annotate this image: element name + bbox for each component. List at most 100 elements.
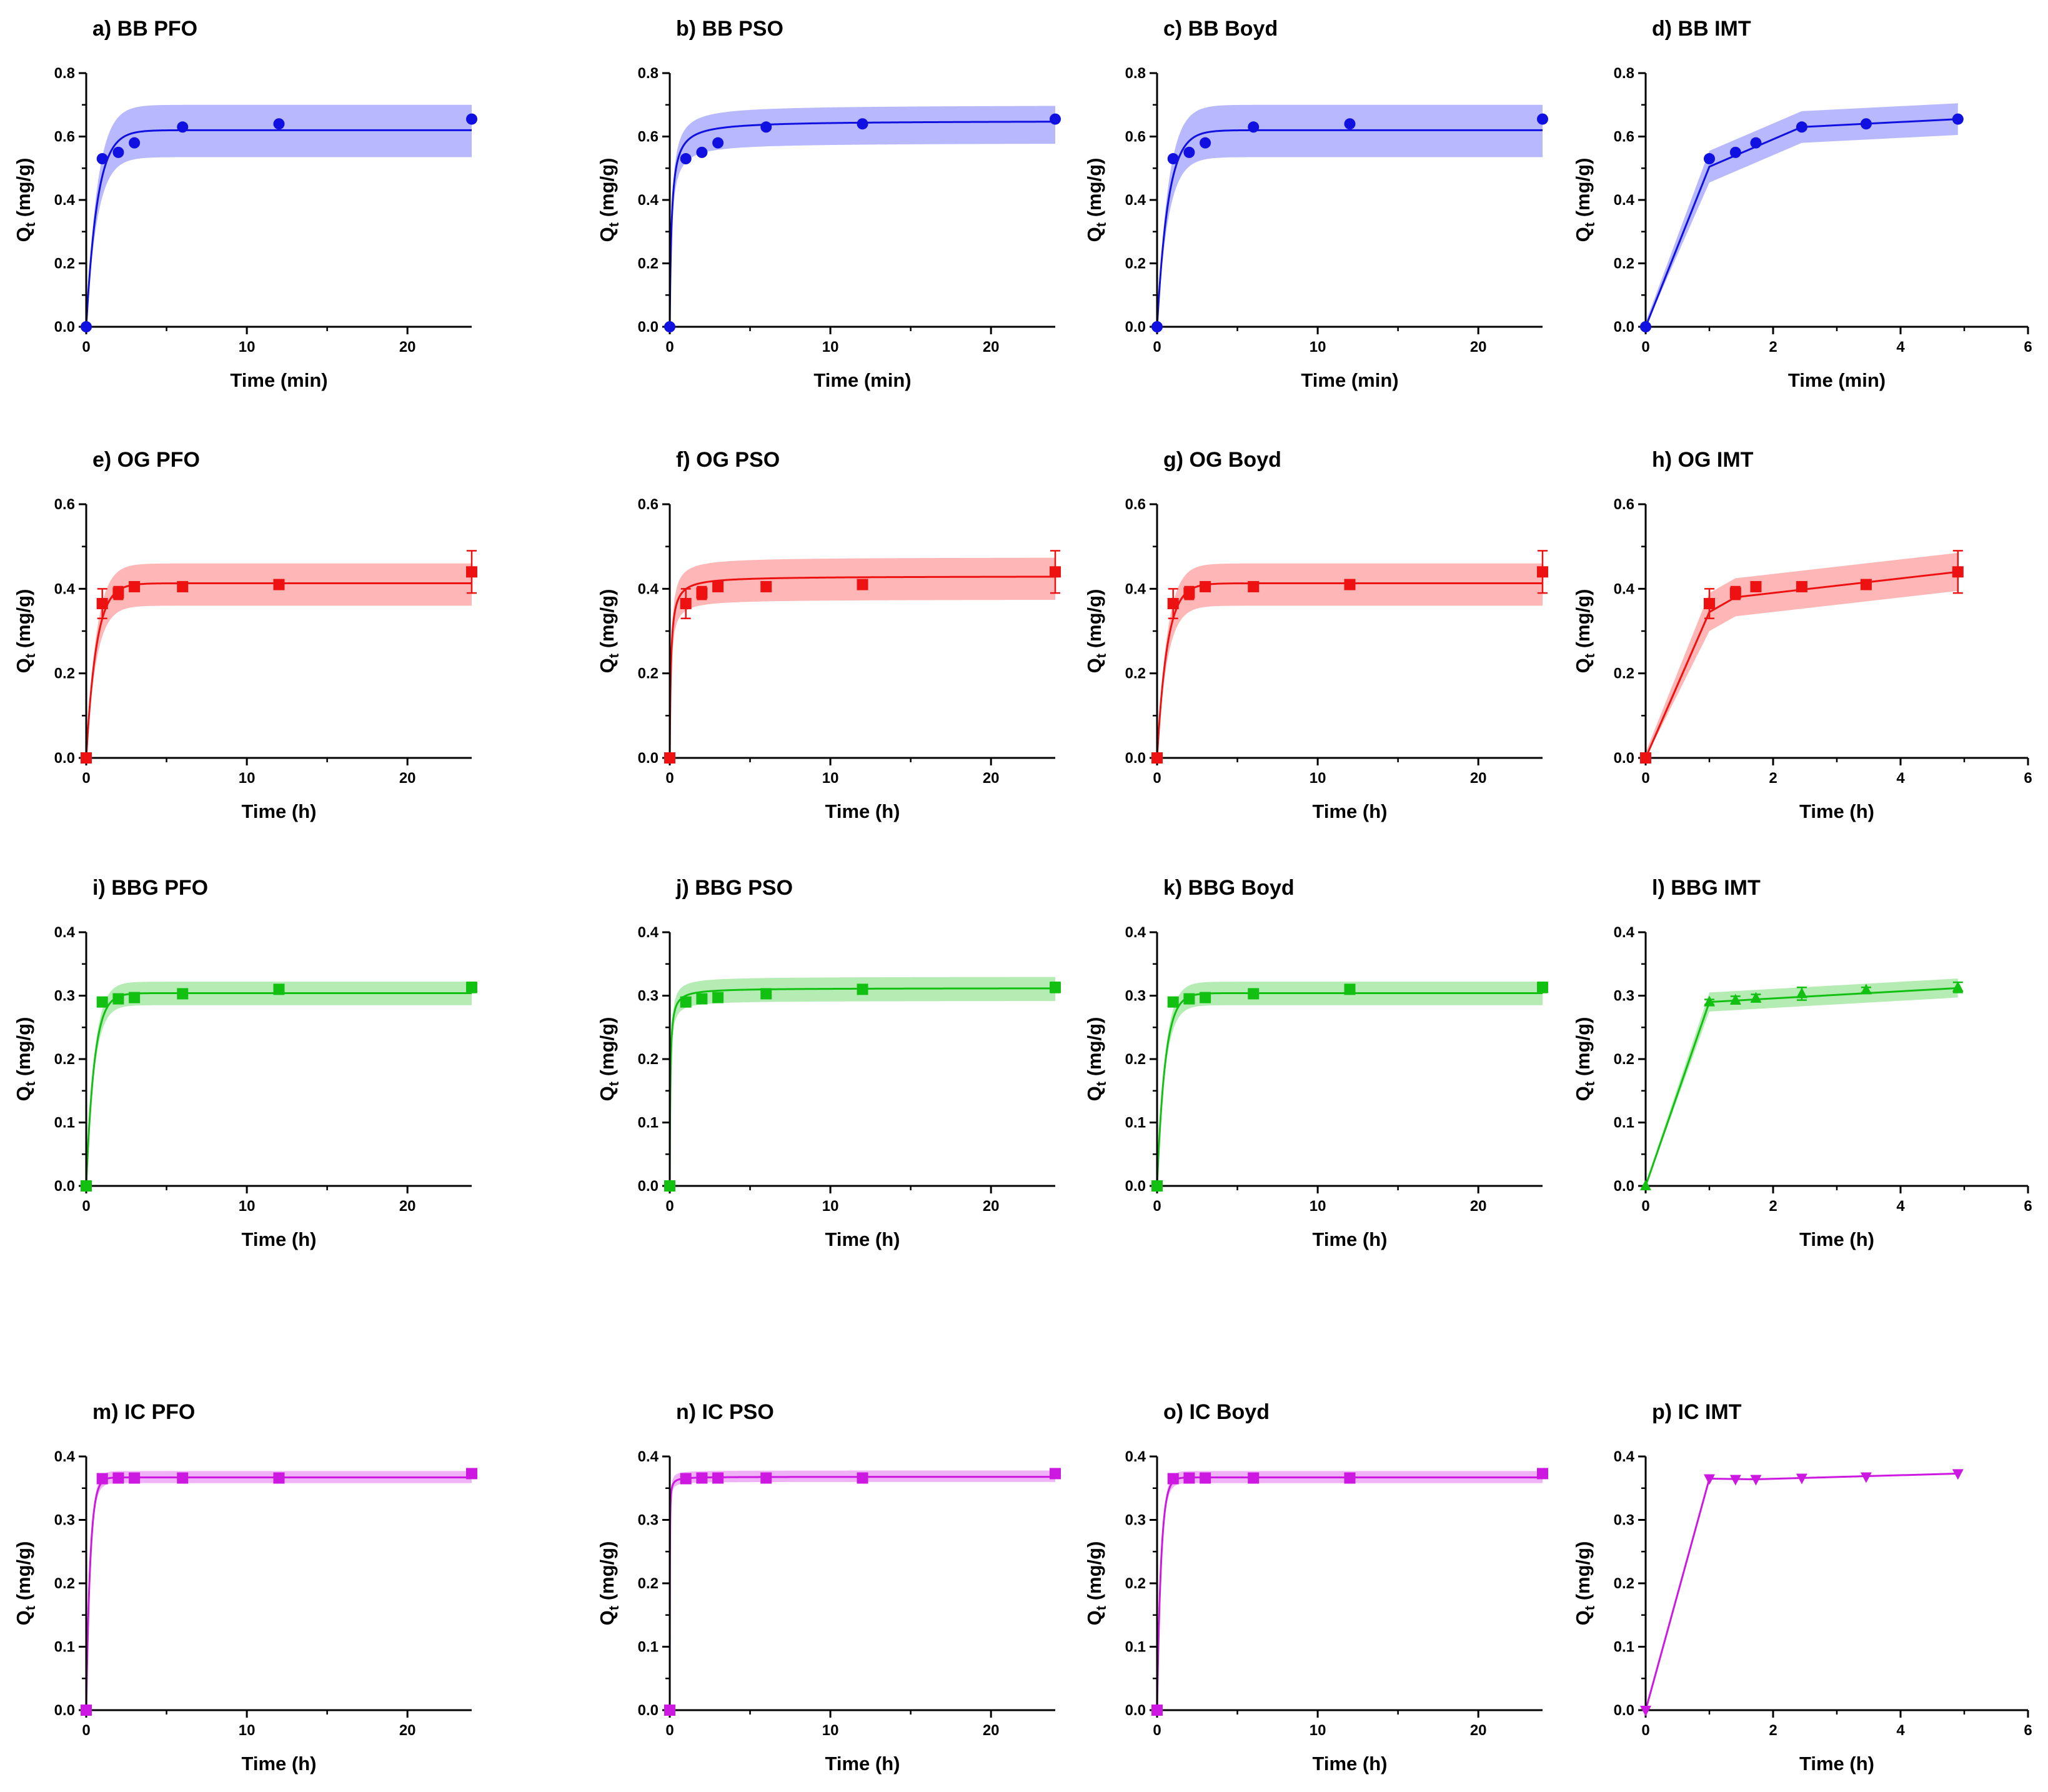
panel-f: 0.0 0.2 0.4 0.6 0 10 20 f) OG PSO Time (h) Qt (mg… <box>596 448 1061 822</box>
y-tick-label: 0.6 <box>1614 129 1634 146</box>
data-point <box>1729 146 1741 158</box>
data-point <box>1167 598 1179 610</box>
panel-a: 0.0 0.2 0.4 0.6 0.8 0 10 20 a) BB PFO Time (min) Q… <box>12 17 477 391</box>
x-tick-label: 0 <box>665 1722 674 1739</box>
data-point <box>1952 566 1964 578</box>
y-tick-label: 0.2 <box>54 665 75 682</box>
x-axis-label: Time (h) <box>242 800 317 822</box>
panel-b: 0.0 0.2 0.4 0.6 0.8 0 10 20 b) BB PSO Time (min) Q… <box>596 17 1061 391</box>
panel-title: m) IC PFO <box>92 1400 195 1424</box>
data-point <box>1248 1472 1260 1484</box>
x-tick-label: 10 <box>1310 339 1326 356</box>
panel-i: 0.0 0.1 0.2 0.3 0.4 0 10 20 i) BBG PFO Time (h) Qt… <box>12 876 477 1250</box>
x-axis-label: Time (min) <box>813 369 911 391</box>
data-point <box>1167 1473 1179 1485</box>
fit-curve <box>1644 987 1958 1187</box>
y-tick-label: 0.6 <box>638 129 659 146</box>
data-point <box>1640 321 1651 332</box>
x-tick-label: 20 <box>399 1722 416 1739</box>
y-tick-label: 0.4 <box>54 580 76 597</box>
x-tick-label: 0 <box>82 1198 90 1215</box>
y-tick-label: 0.1 <box>1614 1115 1634 1132</box>
x-tick-label: 10 <box>822 1722 839 1739</box>
y-tick-label: 0.1 <box>54 1639 75 1656</box>
data-point <box>712 580 724 592</box>
data-point <box>696 587 708 599</box>
y-tick-label: 0.0 <box>1614 319 1634 336</box>
y-axis-label: Qt (mg/g) <box>1083 1541 1109 1626</box>
x-axis-label: Time (h) <box>1313 800 1388 822</box>
x-axis-label: Time (min) <box>230 369 327 391</box>
fit-curve <box>669 1476 1055 1711</box>
data-point <box>1796 987 1807 998</box>
x-tick-label: 0 <box>1641 770 1649 787</box>
data-point <box>664 1180 675 1192</box>
data-point <box>129 137 141 149</box>
data-point <box>1200 137 1211 149</box>
x-tick-label: 20 <box>1470 339 1487 356</box>
data-point <box>1860 1472 1872 1483</box>
data-point <box>696 1472 708 1484</box>
y-tick-label: 0.3 <box>638 1512 659 1529</box>
panel-o: 0.0 0.1 0.2 0.3 0.4 0 10 20 o) IC Boyd Time (h) Qt… <box>1083 1400 1548 1775</box>
y-tick-label: 0.6 <box>1125 129 1146 146</box>
data-point <box>664 1705 675 1716</box>
data-point <box>1750 137 1762 149</box>
x-tick-label: 20 <box>399 770 416 787</box>
x-axis-label: Time (h) <box>1799 1753 1874 1775</box>
y-tick-label: 0.0 <box>638 750 659 767</box>
y-tick-label: 0.2 <box>1614 256 1634 272</box>
x-tick-label: 20 <box>983 1198 1000 1215</box>
data-point <box>1151 1705 1163 1716</box>
panel-n: 0.0 0.1 0.2 0.3 0.4 0 10 20 n) IC PSO Time (h) Qt … <box>596 1400 1061 1775</box>
data-point <box>680 996 692 1008</box>
y-tick-label: 0.1 <box>638 1639 659 1656</box>
y-tick-label: 0.6 <box>638 496 659 513</box>
panel-title: j) BBG PSO <box>675 876 793 900</box>
x-tick-label: 0 <box>1641 1722 1649 1739</box>
y-tick-label: 0.4 <box>1125 924 1146 941</box>
y-tick-label: 0.4 <box>1614 192 1635 209</box>
y-axis-label: Qt (mg/g) <box>12 1017 38 1102</box>
data-point <box>1860 983 1872 995</box>
y-tick-label: 0.2 <box>1614 1051 1634 1068</box>
data-point <box>1151 752 1163 764</box>
data-point <box>1640 752 1651 764</box>
y-tick-label: 0.4 <box>54 192 76 209</box>
fit-curve <box>1644 1472 1958 1711</box>
x-tick-label: 10 <box>822 1198 839 1215</box>
panel-h: 0.0 0.2 0.4 0.6 0 2 4 6 h) OG IMT Time (h) Qt (mg/… <box>1572 448 2032 822</box>
y-axis-label: Qt (mg/g) <box>1083 589 1109 674</box>
data-point <box>1200 992 1211 1003</box>
y-tick-label: 0.2 <box>1125 256 1146 272</box>
y-tick-label: 0.0 <box>54 1178 75 1195</box>
y-tick-label: 0.2 <box>638 1575 659 1592</box>
panel-title: d) BB IMT <box>1652 17 1751 41</box>
confidence-band <box>86 104 472 327</box>
y-axis-label: Qt (mg/g) <box>596 158 622 242</box>
data-point <box>1729 587 1741 599</box>
y-tick-label: 0.1 <box>1125 1115 1146 1132</box>
data-point <box>177 580 189 592</box>
data-point <box>760 988 772 1000</box>
data-point <box>1704 995 1715 1007</box>
y-tick-label: 0.1 <box>1614 1639 1634 1656</box>
x-tick-label: 2 <box>1769 1722 1777 1739</box>
data-point <box>680 153 692 165</box>
x-axis-label: Time (h) <box>242 1753 317 1775</box>
data-point <box>129 1472 141 1484</box>
x-tick-label: 10 <box>822 339 839 356</box>
panel-m: 0.0 0.1 0.2 0.3 0.4 0 10 20 m) IC PFO Time (h) Qt … <box>12 1400 477 1775</box>
y-tick-label: 0.0 <box>1125 1178 1146 1195</box>
x-axis-label: Time (h) <box>825 1228 900 1250</box>
x-tick-label: 2 <box>1769 1198 1777 1215</box>
data-point <box>466 1468 477 1480</box>
data-point <box>96 996 108 1008</box>
x-tick-label: 20 <box>1470 1198 1487 1215</box>
data-point <box>96 1473 108 1485</box>
data-point <box>177 121 189 133</box>
y-axis-label: Qt (mg/g) <box>1572 1017 1598 1102</box>
data-point <box>112 993 124 1005</box>
x-axis-label: Time (h) <box>242 1228 317 1250</box>
panel-title: i) BBG PFO <box>92 876 208 900</box>
